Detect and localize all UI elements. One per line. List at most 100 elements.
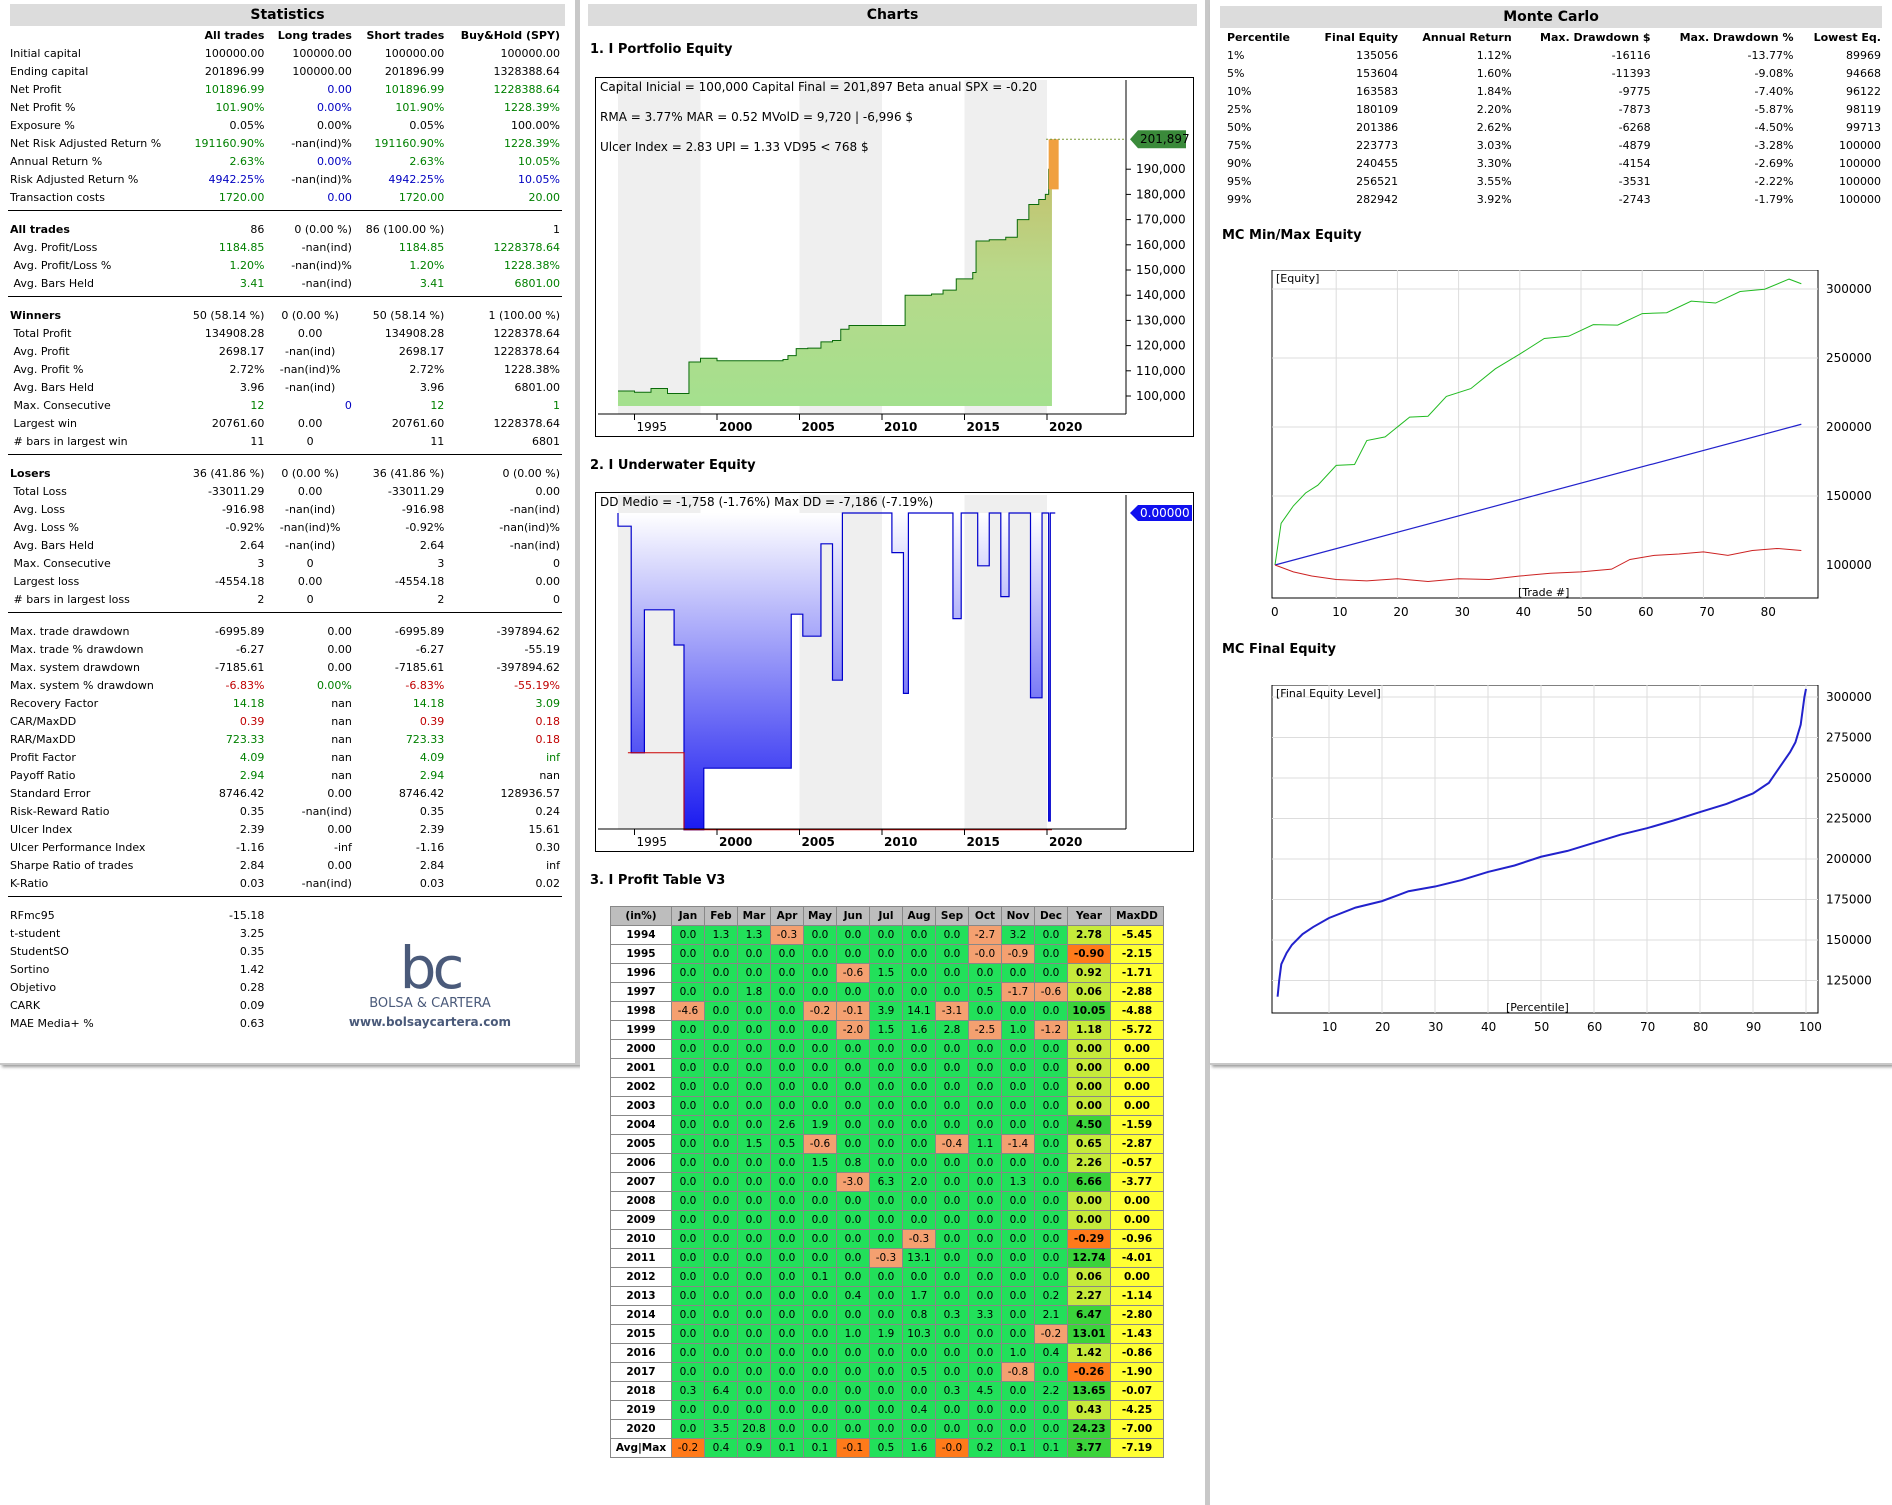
profit-cell: 0.0: [935, 1229, 969, 1249]
stats-row: Avg. Profit 2698.17 -nan(ind) 2698.17 122837…: [8, 342, 562, 360]
profit-header-cell: Nov: [1001, 906, 1035, 926]
mc-cell: 135056: [1356, 48, 1399, 62]
profit-cell: 0.0: [968, 1267, 1002, 1287]
profit-cell: 0.0: [704, 1191, 738, 1211]
profit-row: 1997 0.0 0.0 1.8 0.0 0.0 0.0 0.0 0.0 0.0 0.5 -1.7 -0…: [610, 982, 1164, 1002]
profit-cell: 0.0: [770, 1400, 804, 1420]
stats-cell: -1.16: [415, 840, 445, 854]
profit-cell: 6.3: [869, 1172, 903, 1192]
profit-year: 2014: [610, 1305, 672, 1325]
stats-row-label: Standard Error: [10, 786, 91, 800]
stats-cell: -6.83%: [405, 678, 445, 692]
profit-cell: 4.50: [1067, 1115, 1111, 1135]
stats-cell: 0: [553, 592, 560, 606]
profit-cell: 0.0: [902, 1419, 936, 1439]
uw-x-tick-label: 1995: [637, 835, 668, 849]
stats-row-label: All trades: [10, 222, 70, 236]
profit-cell: 0.0: [770, 1267, 804, 1287]
statistics-title: Statistics: [10, 4, 565, 26]
stats-cell: 0.63: [239, 1016, 265, 1030]
profit-cell: 0.0: [902, 1191, 936, 1211]
mc-cell: -13.77%: [1747, 48, 1794, 62]
profit-cell: 0.0: [770, 1153, 804, 1173]
profit-cell: 0.0: [737, 1381, 771, 1401]
profit-cell: 2.8: [935, 1020, 969, 1040]
monte-carlo-table: Percentile Final Equity Annual Return Max. …: [1224, 28, 1884, 208]
profit-cell: 0.0: [704, 963, 738, 983]
profit-cell: 0.0: [671, 1096, 705, 1116]
profit-cell: 0.0: [1034, 1134, 1068, 1154]
profit-cell: 0.92: [1067, 963, 1111, 983]
uw-max-dd-line: [627, 752, 1052, 831]
equity-x-tick-label: 2005: [802, 420, 835, 434]
profit-cell: 0.0: [704, 1115, 738, 1135]
profit-footer-cell: 0.9: [737, 1438, 771, 1458]
profit-cell: -0.2: [803, 1001, 837, 1021]
profit-cell: 0.00: [1110, 1039, 1164, 1059]
profit-header-cell: Jan: [671, 906, 705, 926]
profit-row: 2003 0.0 0.0 0.0 0.0 0.0 0.0 0.0 0.0 0.0 0.0 0.0 0.0…: [610, 1096, 1164, 1116]
profit-cell: 1.5: [869, 963, 903, 983]
profit-cell: 0.0: [935, 1419, 969, 1439]
equity-x-tick-label: 2000: [719, 420, 752, 434]
stats-cell: 3: [257, 556, 265, 570]
mc-cell: -9775: [1618, 84, 1651, 98]
mc-row: 1% 135056 1.12% -16116 -13.77% 89969: [1224, 46, 1884, 64]
profit-cell: -0.9: [1001, 944, 1035, 964]
stats-cell: 723.33: [225, 732, 265, 746]
profit-year: 2011: [610, 1248, 672, 1268]
mm-y-tick-label: 100000: [1826, 558, 1872, 572]
profit-cell: -0.0: [968, 944, 1002, 964]
stats-row-label: Avg. Loss %: [10, 520, 79, 534]
profit-cell: -4.25: [1110, 1400, 1164, 1420]
stats-spacer: [8, 608, 562, 622]
stats-row-label: Avg. Profit %: [10, 362, 84, 376]
profit-cell: -1.2: [1034, 1020, 1068, 1040]
stats-cell: -inf: [334, 840, 352, 854]
stats-row: RFmc95 -15.18: [8, 906, 562, 924]
stats-cell: 100000.00: [292, 64, 352, 78]
mc-minmax-chart: [Equity] [Trade #] 300000 250000 200000 15000…: [1260, 270, 1880, 625]
stats-cell: 2.39: [239, 822, 265, 836]
profit-cell: 0.0: [671, 1153, 705, 1173]
profit-cell: -0.86: [1110, 1343, 1164, 1363]
profit-row: 2000 0.0 0.0 0.0 0.0 0.0 0.0 0.0 0.0 0.0 0.0 0.0 0.0…: [610, 1039, 1164, 1059]
fe-y-tick-label: 150000: [1826, 933, 1872, 947]
profit-cell: 0.1: [803, 1267, 837, 1287]
profit-cell: 0.0: [869, 1381, 903, 1401]
profit-footer-cell: 3.77: [1067, 1438, 1111, 1458]
profit-cell: -2.7: [968, 925, 1002, 945]
profit-row: 2012 0.0 0.0 0.0 0.0 0.1 0.0 0.0 0.0 0.0 0.0 0.0 0.0…: [610, 1267, 1164, 1287]
profit-cell: 0.0: [737, 1039, 771, 1059]
stats-cell: nan: [331, 750, 352, 764]
profit-cell: 0.0: [1034, 1229, 1068, 1249]
stats-row: # bars in largest win 11 0 11 6801: [8, 432, 562, 450]
stats-row-label: Avg. Profit: [10, 344, 70, 358]
profit-cell: 0.0: [836, 1077, 870, 1097]
stats-cell: 36 (41.86 %): [372, 466, 445, 480]
monte-carlo-title: Monte Carlo: [1220, 6, 1882, 28]
stats-cell: 3.96: [239, 380, 265, 394]
profit-cell: 0.0: [671, 963, 705, 983]
stats-cell: 0.00: [327, 624, 352, 638]
mc-cell: 180109: [1356, 102, 1399, 116]
stats-cell: -0.92%: [225, 520, 265, 534]
profit-cell: 14.1: [902, 1001, 936, 1021]
stats-cell: 1: [553, 222, 560, 236]
stats-cell: 1228.38%: [504, 362, 560, 376]
profit-cell: 0.0: [704, 944, 738, 964]
mc-cell: 2.62%: [1476, 120, 1512, 134]
profit-year: 2020: [610, 1419, 672, 1439]
mc-row: 95% 256521 3.55% -3531 -2.22% 100000: [1224, 172, 1884, 190]
profit-footer-cell: 0.1: [1001, 1438, 1035, 1458]
mc-cell: 1.12%: [1476, 48, 1512, 62]
profit-cell: 0.0: [770, 1381, 804, 1401]
stats-row-label: Profit Factor: [10, 750, 76, 764]
stats-cell: -55.19%: [514, 678, 560, 692]
mc-cell: 100000: [1839, 138, 1881, 152]
stats-cell: 0.35: [239, 944, 265, 958]
profit-cell: 0.8: [836, 1153, 870, 1173]
stats-cell: 0.00: [297, 326, 323, 340]
stats-cell: 0.05%: [409, 118, 445, 132]
stats-row: Sharpe Ratio of trades 2.84 0.00 2.84 inf: [8, 856, 562, 874]
